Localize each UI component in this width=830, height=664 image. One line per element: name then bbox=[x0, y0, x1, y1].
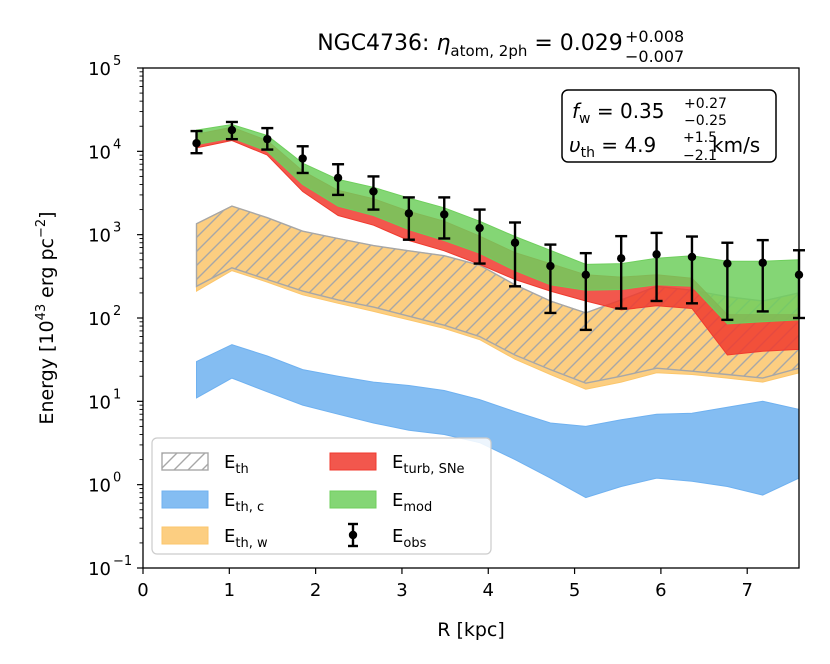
legend-label: Eturb, SNe bbox=[392, 452, 465, 477]
area-e-th-c bbox=[196, 344, 799, 499]
observed-point bbox=[438, 196, 451, 240]
annotation-vth: υth = 4.9 bbox=[569, 133, 656, 161]
legend-swatch bbox=[329, 490, 377, 509]
observed-point bbox=[261, 126, 274, 151]
x-tick-label: 1 bbox=[224, 580, 235, 601]
y-tick-exponent: 0 bbox=[113, 471, 121, 486]
errorbar-group bbox=[190, 120, 805, 332]
legend-label: Eobs bbox=[392, 526, 427, 551]
observed-point bbox=[756, 238, 769, 313]
observed-point bbox=[473, 208, 486, 265]
observed-point bbox=[190, 129, 203, 155]
y-tick-exponent: 5 bbox=[113, 54, 121, 69]
legend-label: Eth, c bbox=[224, 490, 264, 515]
area-series-group bbox=[195, 123, 799, 499]
y-tick-label: 10 bbox=[88, 476, 111, 497]
y-tick-exponent: −1 bbox=[113, 554, 132, 569]
legend-label: Eth, w bbox=[224, 526, 268, 551]
annotation-fw-sub: −0.25 bbox=[684, 113, 727, 129]
x-axis-ticks: 0 1 2 3 4 5 6 7 bbox=[137, 568, 753, 601]
legend: Eth Eturb, SNe Eth, c Emod Eth, w Eobs bbox=[151, 437, 492, 555]
y-tick-label: 10 bbox=[88, 226, 111, 247]
y-tick-label: 10 bbox=[88, 142, 111, 163]
legend-item: Eturb, SNe bbox=[329, 452, 465, 477]
y-tick-label: 10 bbox=[88, 309, 111, 330]
observed-point bbox=[650, 231, 663, 303]
observed-point bbox=[402, 196, 415, 241]
legend-item: Eth, w bbox=[161, 526, 268, 551]
observed-point bbox=[721, 241, 734, 322]
observed-point bbox=[225, 120, 238, 141]
y-tick-label: 10 bbox=[88, 559, 111, 580]
y-tick-exponent: 4 bbox=[113, 137, 121, 152]
x-axis-label: R [kpc] bbox=[437, 619, 505, 641]
y-axis-label: Energy [1043 erg pc−2] bbox=[34, 211, 58, 424]
observed-point bbox=[509, 221, 522, 288]
x-tick-label: 6 bbox=[655, 580, 666, 601]
x-tick-label: 5 bbox=[569, 580, 580, 601]
x-tick-label: 4 bbox=[483, 580, 494, 601]
y-tick-exponent: 2 bbox=[113, 304, 121, 319]
annotation-vth-sup: +1.5 bbox=[683, 130, 717, 146]
legend-item: Emod bbox=[329, 490, 432, 515]
y-tick-exponent: 3 bbox=[113, 221, 121, 236]
chart-title: NGC4736: ηatom, 2ph = 0.029 bbox=[317, 31, 623, 60]
observed-point bbox=[332, 163, 345, 197]
observed-point bbox=[615, 234, 628, 310]
x-tick-label: 2 bbox=[310, 580, 321, 601]
title-sup: +0.008 bbox=[625, 27, 684, 46]
y-tick-label: 10 bbox=[88, 392, 111, 413]
y-tick-label: 10 bbox=[88, 59, 111, 80]
legend-label: Emod bbox=[392, 490, 432, 515]
legend-item: Eth, c bbox=[161, 490, 264, 515]
y-tick-exponent: 1 bbox=[113, 387, 121, 402]
x-tick-label: 3 bbox=[396, 580, 407, 601]
legend-swatch bbox=[161, 526, 209, 545]
observed-point bbox=[544, 243, 557, 315]
annotation-vth-sub: −2.1 bbox=[683, 148, 717, 164]
x-tick-label: 7 bbox=[741, 580, 752, 601]
observed-point bbox=[579, 251, 592, 332]
annotation-vth-unit: km/s bbox=[712, 133, 760, 157]
legend-swatch bbox=[161, 490, 209, 509]
area-e-th bbox=[195, 205, 799, 384]
legend-item: Eobs bbox=[348, 522, 427, 551]
annotation-fw: fw = 0.35 bbox=[572, 99, 665, 127]
legend-item: Eth bbox=[161, 452, 249, 477]
observed-point bbox=[685, 235, 698, 305]
legend-label: Eth bbox=[224, 452, 249, 477]
parameter-annotation-box: fw = 0.35 +0.27 −0.25 υth = 4.9 +1.5 −2.… bbox=[561, 89, 777, 164]
annotation-fw-sup: +0.27 bbox=[684, 96, 727, 112]
legend-swatch bbox=[161, 452, 209, 471]
legend-swatch bbox=[329, 452, 377, 471]
title-sub: −0.007 bbox=[625, 47, 684, 66]
observed-point bbox=[296, 145, 309, 175]
observed-point bbox=[367, 175, 380, 211]
x-tick-label: 0 bbox=[137, 580, 148, 601]
